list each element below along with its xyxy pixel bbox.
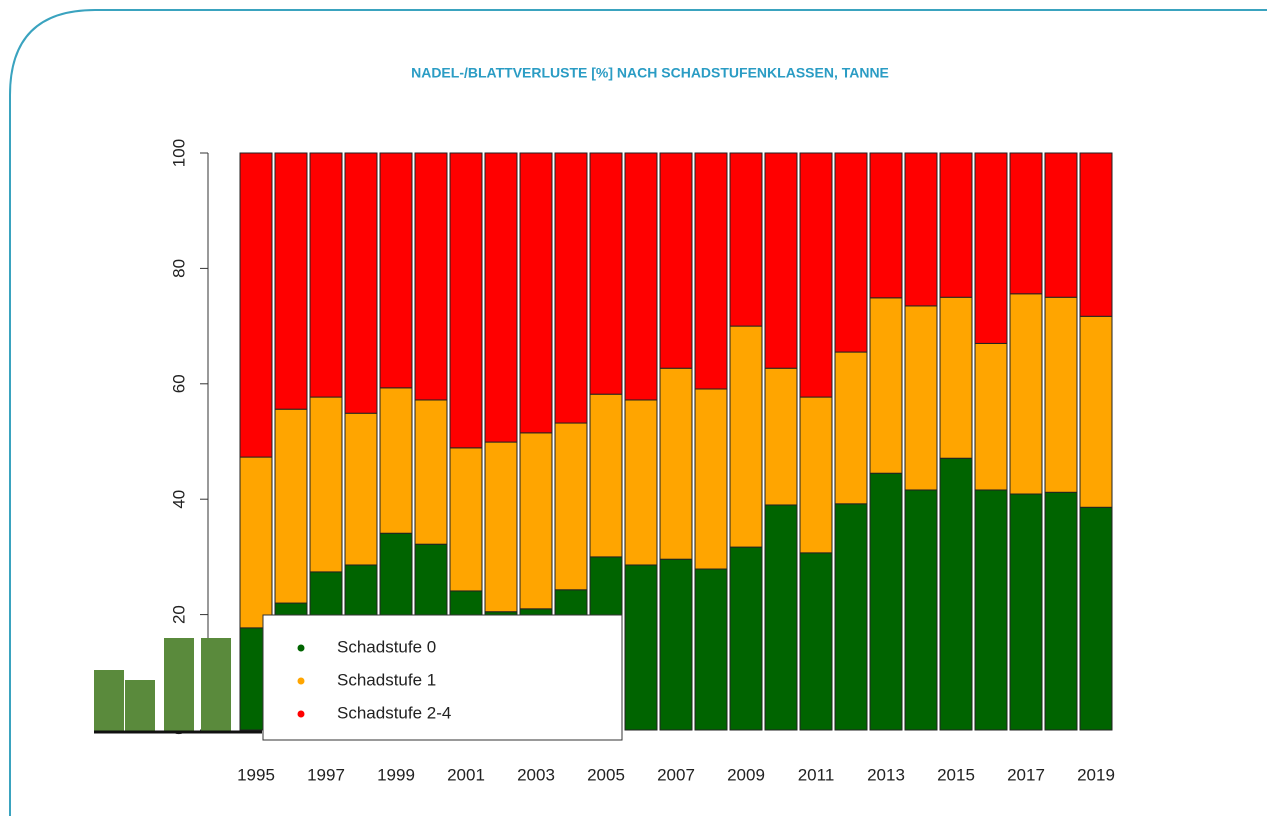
legend-label: Schadstufe 0 xyxy=(337,637,436,656)
legend-box xyxy=(262,614,623,741)
bar-segment xyxy=(869,297,903,474)
bar-segment xyxy=(974,152,1008,344)
legend-label: Schadstufe 1 xyxy=(337,670,436,689)
bar-segment xyxy=(1009,293,1043,495)
bar-segment xyxy=(834,351,868,505)
x-tick-label: 2015 xyxy=(937,765,975,784)
bar-segment xyxy=(449,152,483,449)
legend-dot xyxy=(297,710,305,718)
bar-segment xyxy=(344,412,378,566)
bar-segment xyxy=(239,152,273,458)
legend-dot xyxy=(297,677,305,685)
legend-dot xyxy=(297,644,305,652)
y-tick-label: 80 xyxy=(169,259,188,278)
bar-segment xyxy=(589,152,623,395)
decor-bar xyxy=(164,638,194,732)
decor-bar xyxy=(94,670,124,732)
legend-label: Schadstufe 2-4 xyxy=(337,703,451,722)
decor-bar xyxy=(125,680,155,732)
bar-segment xyxy=(764,504,798,731)
bar-segment xyxy=(869,472,903,731)
bar-segment xyxy=(869,152,903,299)
x-tick-label: 2003 xyxy=(517,765,555,784)
bar-segment xyxy=(1044,296,1078,493)
bar-segment xyxy=(414,152,448,401)
bar-segment xyxy=(729,152,763,327)
bar-segment xyxy=(554,422,588,591)
bar-segment xyxy=(449,447,483,592)
bar-segment xyxy=(799,152,833,398)
bar-segment xyxy=(694,568,728,731)
y-tick-label: 40 xyxy=(169,490,188,509)
bar-segment xyxy=(659,367,693,560)
x-tick-label: 2011 xyxy=(798,765,835,784)
bar-segment xyxy=(309,396,343,573)
bar-segment xyxy=(274,408,308,604)
bar-segment xyxy=(904,305,938,491)
bar-segment xyxy=(484,152,518,443)
bar-segment xyxy=(694,388,728,570)
bar-segment xyxy=(1044,152,1078,298)
bar-segment xyxy=(379,387,413,534)
bar-segment xyxy=(764,367,798,506)
bar-segment xyxy=(694,152,728,390)
bar-segment xyxy=(379,152,413,389)
bar-segment xyxy=(764,152,798,369)
bar-segment xyxy=(484,441,518,613)
bar-segment xyxy=(1009,152,1043,295)
bar-segment xyxy=(659,152,693,369)
bar-segment xyxy=(939,296,973,459)
bar-segment xyxy=(1079,152,1113,317)
bar-segment xyxy=(799,396,833,554)
bar-segment xyxy=(974,489,1008,731)
bar-segment xyxy=(624,399,658,566)
bar-segment xyxy=(554,152,588,424)
bar-segment xyxy=(904,152,938,307)
x-tick-label: 2019 xyxy=(1077,765,1115,784)
bar-segment xyxy=(729,546,763,731)
x-tick-label: 2007 xyxy=(657,765,695,784)
decor-bar xyxy=(201,638,231,732)
bar-segment xyxy=(659,558,693,731)
bar-segment xyxy=(1009,493,1043,731)
y-tick-label: 20 xyxy=(169,605,188,624)
bar-segment xyxy=(729,325,763,548)
bar-segment xyxy=(414,399,448,545)
bar-segment xyxy=(1079,506,1113,731)
bar-segment xyxy=(344,152,378,414)
x-tick-label: 2017 xyxy=(1007,765,1045,784)
y-tick-label: 100 xyxy=(169,139,188,167)
bar-segment xyxy=(904,489,938,731)
bar-segment xyxy=(799,552,833,731)
bar-segment xyxy=(939,457,973,731)
x-tick-label: 2001 xyxy=(447,765,485,784)
frame xyxy=(9,9,1267,816)
bar-segment xyxy=(624,564,658,731)
bar-segment xyxy=(834,503,868,731)
bar-segment xyxy=(624,152,658,401)
bar-segment xyxy=(1079,315,1113,508)
x-tick-label: 1995 xyxy=(237,765,275,784)
x-tick-label: 1999 xyxy=(377,765,415,784)
bar-segment xyxy=(834,152,868,353)
bar-segment xyxy=(309,152,343,398)
bar-segment xyxy=(519,432,553,610)
bar-segment xyxy=(1044,491,1078,731)
bar-segment xyxy=(939,152,973,298)
bar-segment xyxy=(519,152,553,434)
chart-title: NADEL-/BLATTVERLUSTE [%] NACH SCHADSTUFE… xyxy=(411,65,889,81)
bar-segment xyxy=(239,456,273,629)
bar-segment xyxy=(274,152,308,410)
x-tick-label: 2009 xyxy=(727,765,765,784)
bar-segment xyxy=(974,342,1008,491)
x-tick-label: 2005 xyxy=(587,765,625,784)
y-tick-label: 60 xyxy=(169,374,188,393)
bar-segment xyxy=(589,393,623,558)
x-tick-label: 1997 xyxy=(307,765,345,784)
x-tick-label: 2013 xyxy=(867,765,905,784)
